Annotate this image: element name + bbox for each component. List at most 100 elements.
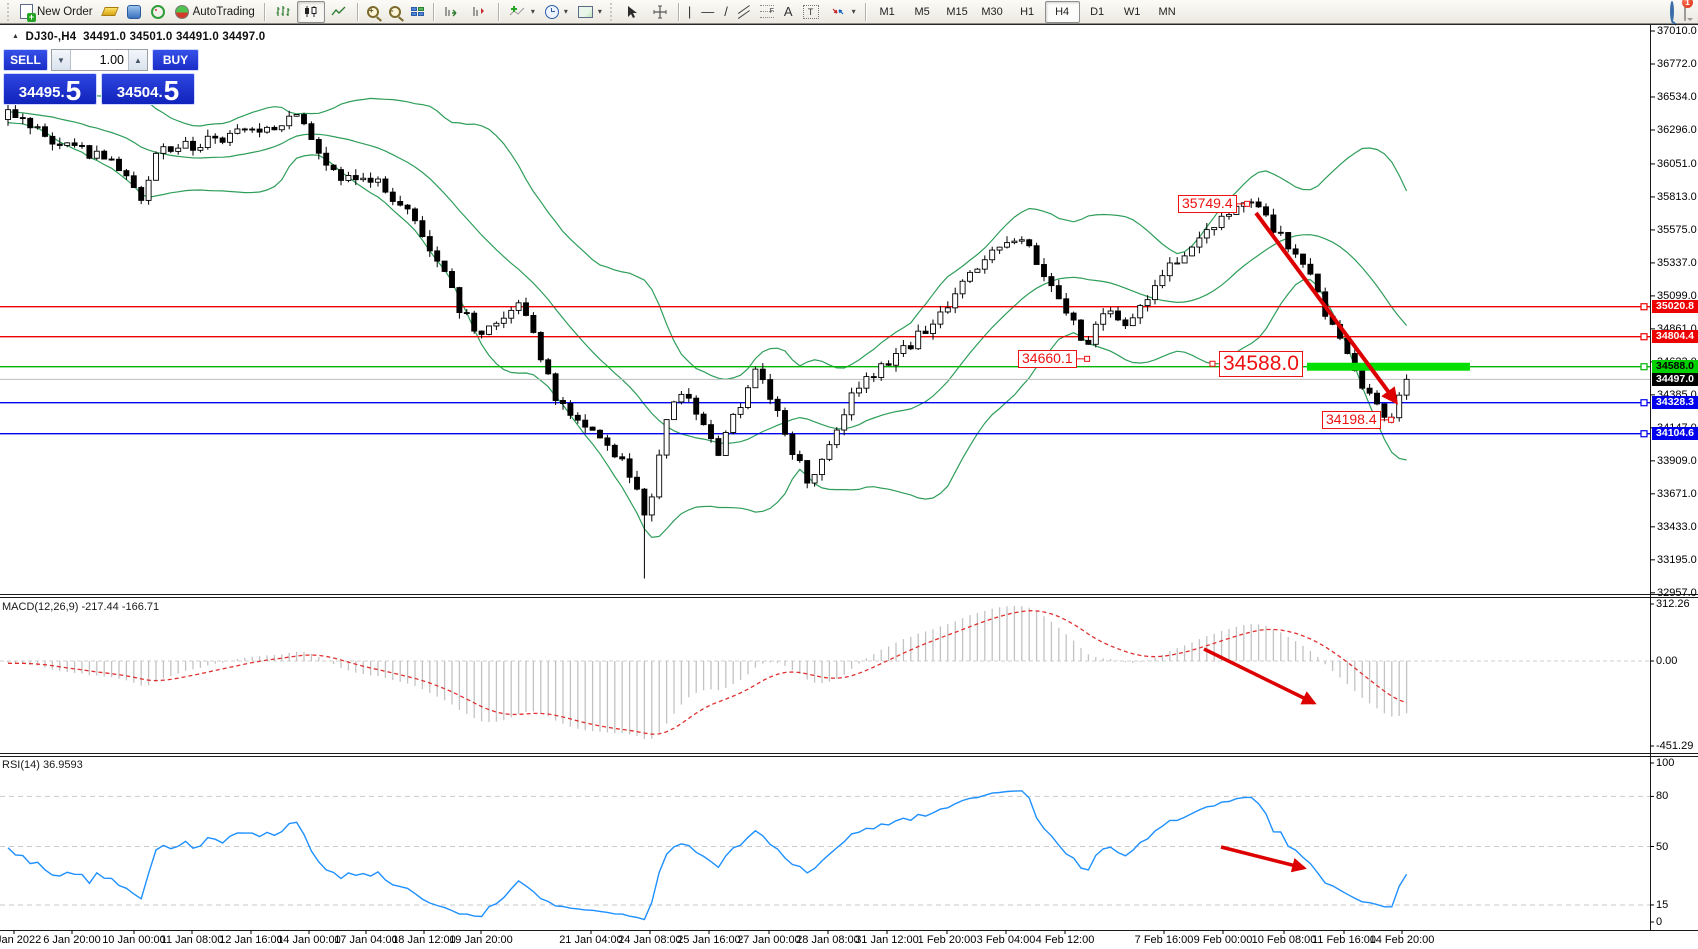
buy-price-main: 34504. xyxy=(116,84,163,101)
time-tick-label[interactable]: 4 Feb 12:00 xyxy=(1035,934,1095,946)
auto-scroll-button[interactable] xyxy=(438,1,466,23)
zoom-out-button[interactable]: - xyxy=(384,1,406,23)
time-tick-label[interactable]: 11 Feb 16:00 xyxy=(1311,934,1376,946)
time-tick-label[interactable]: 1 Feb 20:00 xyxy=(917,934,977,946)
timeframe-m15[interactable]: M15 xyxy=(946,5,968,18)
timeframe-d1[interactable]: D1 xyxy=(1090,5,1105,18)
rsi-axis-label: 80 xyxy=(1656,790,1669,803)
time-tick-label[interactable]: 28 Jan 08:00 xyxy=(796,934,860,946)
caret-down-icon: ▾ xyxy=(530,7,535,16)
trendline-button[interactable]: / xyxy=(719,1,733,23)
price-tick-label: 33433.0 xyxy=(1657,520,1697,533)
signal-button[interactable] xyxy=(146,1,170,23)
timeframe-toolbar: M1 M5 M15 M30 H1 H4 D1 W1 MN xyxy=(870,0,1185,23)
crosshair-button[interactable] xyxy=(646,1,674,23)
caret-down-icon: ▾ xyxy=(597,7,602,16)
tile-windows-button[interactable] xyxy=(406,1,429,23)
new-order-button[interactable]: + New Order xyxy=(15,1,98,23)
annotation-price-label[interactable]: 34198.4 xyxy=(1322,411,1381,429)
time-tick-label[interactable]: 10 Jan 00:00 xyxy=(102,934,166,946)
label-button[interactable]: T xyxy=(798,1,824,23)
caret-down-icon: ▾ xyxy=(851,7,856,16)
zoom-in-button[interactable]: + xyxy=(362,1,384,23)
timeframe-w1[interactable]: W1 xyxy=(1123,5,1141,18)
vertical-line-button[interactable]: | xyxy=(683,1,696,23)
timeframe-h1[interactable]: H1 xyxy=(1020,5,1035,18)
candlestick-button[interactable] xyxy=(296,0,325,23)
fibonacci-button[interactable]: F xyxy=(755,1,779,23)
sell-button[interactable]: SELL xyxy=(3,49,48,71)
time-tick-label[interactable]: 5 Jan 2022 xyxy=(0,934,42,946)
sell-price-big: 5 xyxy=(65,75,82,106)
horizontal-line-button[interactable]: — xyxy=(696,1,719,23)
timeframe-h4[interactable]: H4 xyxy=(1044,0,1080,23)
price-line-badge[interactable]: 34497.0 xyxy=(1652,372,1698,386)
rsi-axis-label: 15 xyxy=(1656,898,1669,911)
buy-button[interactable]: BUY xyxy=(152,49,199,71)
timeframe-mn[interactable]: MN xyxy=(1158,5,1176,18)
timeframe-m5[interactable]: M5 xyxy=(914,5,930,18)
time-tick-label[interactable]: 9 Feb 00:00 xyxy=(1193,934,1253,946)
text-button[interactable]: A xyxy=(779,1,798,23)
time-tick-label[interactable]: 14 Jan 00:00 xyxy=(277,934,341,946)
volume-input[interactable] xyxy=(71,50,128,70)
ohlc-open: 34491.0 xyxy=(83,31,127,43)
chat-button[interactable]: 1 xyxy=(1682,0,1693,21)
annotation-price-label[interactable]: 35749.4 xyxy=(1178,195,1237,213)
time-tick-label[interactable]: 11 Jan 08:00 xyxy=(160,934,224,946)
indicators-icon xyxy=(508,4,526,20)
time-tick-label[interactable]: 17 Jan 04:00 xyxy=(334,934,398,946)
price-line-badge[interactable]: 34328.3 xyxy=(1652,396,1698,410)
time-tick-label[interactable]: 24 Jan 08:00 xyxy=(618,934,682,946)
time-tick-label[interactable]: 12 Jan 16:00 xyxy=(219,934,283,946)
time-tick-label[interactable]: 21 Jan 04:00 xyxy=(559,934,623,946)
indicators-button[interactable]: ▾ xyxy=(503,1,540,23)
bar-chart-button[interactable] xyxy=(269,1,297,23)
symbol-name: DJ30-,H4 xyxy=(25,31,77,43)
price-line-badge[interactable]: 34104.6 xyxy=(1652,427,1698,441)
price-tick-label: 36772.0 xyxy=(1657,57,1697,70)
template-icon xyxy=(577,5,593,18)
toolbar: + New Order AutoTrading + - ▾ ▾ ▾ xyxy=(0,0,1698,25)
macd-axis-label: 312.26 xyxy=(1656,598,1690,610)
annotation-price-label[interactable]: 34660.1 xyxy=(1018,350,1077,368)
time-tick-label[interactable]: 25 Jan 16:00 xyxy=(677,934,741,946)
chart-shift-button[interactable] xyxy=(466,1,494,23)
time-tick-label[interactable]: 27 Jan 00:00 xyxy=(737,934,801,946)
time-tick-label[interactable]: 6 Jan 20:00 xyxy=(43,934,101,946)
sell-price-box[interactable]: 34495. 5 xyxy=(3,73,97,105)
time-tick-label[interactable]: 7 Feb 16:00 xyxy=(1134,934,1194,946)
price-line-badge[interactable]: 35020.8 xyxy=(1652,300,1698,314)
text-icon: A xyxy=(783,4,793,19)
cursor-button[interactable] xyxy=(618,1,646,23)
timeframe-m1[interactable]: M1 xyxy=(879,5,895,18)
separator xyxy=(864,2,866,21)
autotrading-button[interactable]: AutoTrading xyxy=(170,1,260,23)
sell-price-main: 34495. xyxy=(18,84,65,101)
buy-price-big: 5 xyxy=(163,75,180,106)
time-tick-label[interactable]: 19 Jan 20:00 xyxy=(449,934,513,946)
time-tick-label[interactable]: 10 Feb 08:00 xyxy=(1251,934,1317,946)
time-tick-label[interactable]: 3 Feb 04:00 xyxy=(976,934,1036,946)
profile-button[interactable] xyxy=(122,1,146,23)
time-tick-label[interactable]: 31 Jan 12:00 xyxy=(855,934,919,946)
templates-button[interactable]: ▾ xyxy=(573,1,607,23)
annotation-price-label[interactable]: 34588.0 xyxy=(1219,351,1303,377)
price-tick-label: 35575.0 xyxy=(1657,223,1697,236)
buy-price-box[interactable]: 34504. 5 xyxy=(101,73,195,105)
time-tick-label[interactable]: 14 Feb 20:00 xyxy=(1369,934,1435,946)
horizontal-line-icon: — xyxy=(701,4,715,19)
line-chart-button[interactable] xyxy=(325,1,353,23)
time-tick-label[interactable]: 18 Jan 12:00 xyxy=(392,934,456,946)
periods-button[interactable]: ▾ xyxy=(540,1,573,23)
arrows-button[interactable]: ▾ xyxy=(824,1,861,23)
volume-decrease-button[interactable]: ▼ xyxy=(52,50,71,70)
line-chart-icon xyxy=(330,4,348,20)
timeframe-m30[interactable]: M30 xyxy=(981,5,1003,18)
search-button[interactable] xyxy=(1670,0,1674,22)
fibonacci-icon: F xyxy=(759,5,774,18)
volume-increase-button[interactable]: ▲ xyxy=(128,50,147,70)
price-line-badge[interactable]: 34804.4 xyxy=(1652,330,1698,344)
price-line-badge[interactable]: 34588.0 xyxy=(1652,360,1698,374)
